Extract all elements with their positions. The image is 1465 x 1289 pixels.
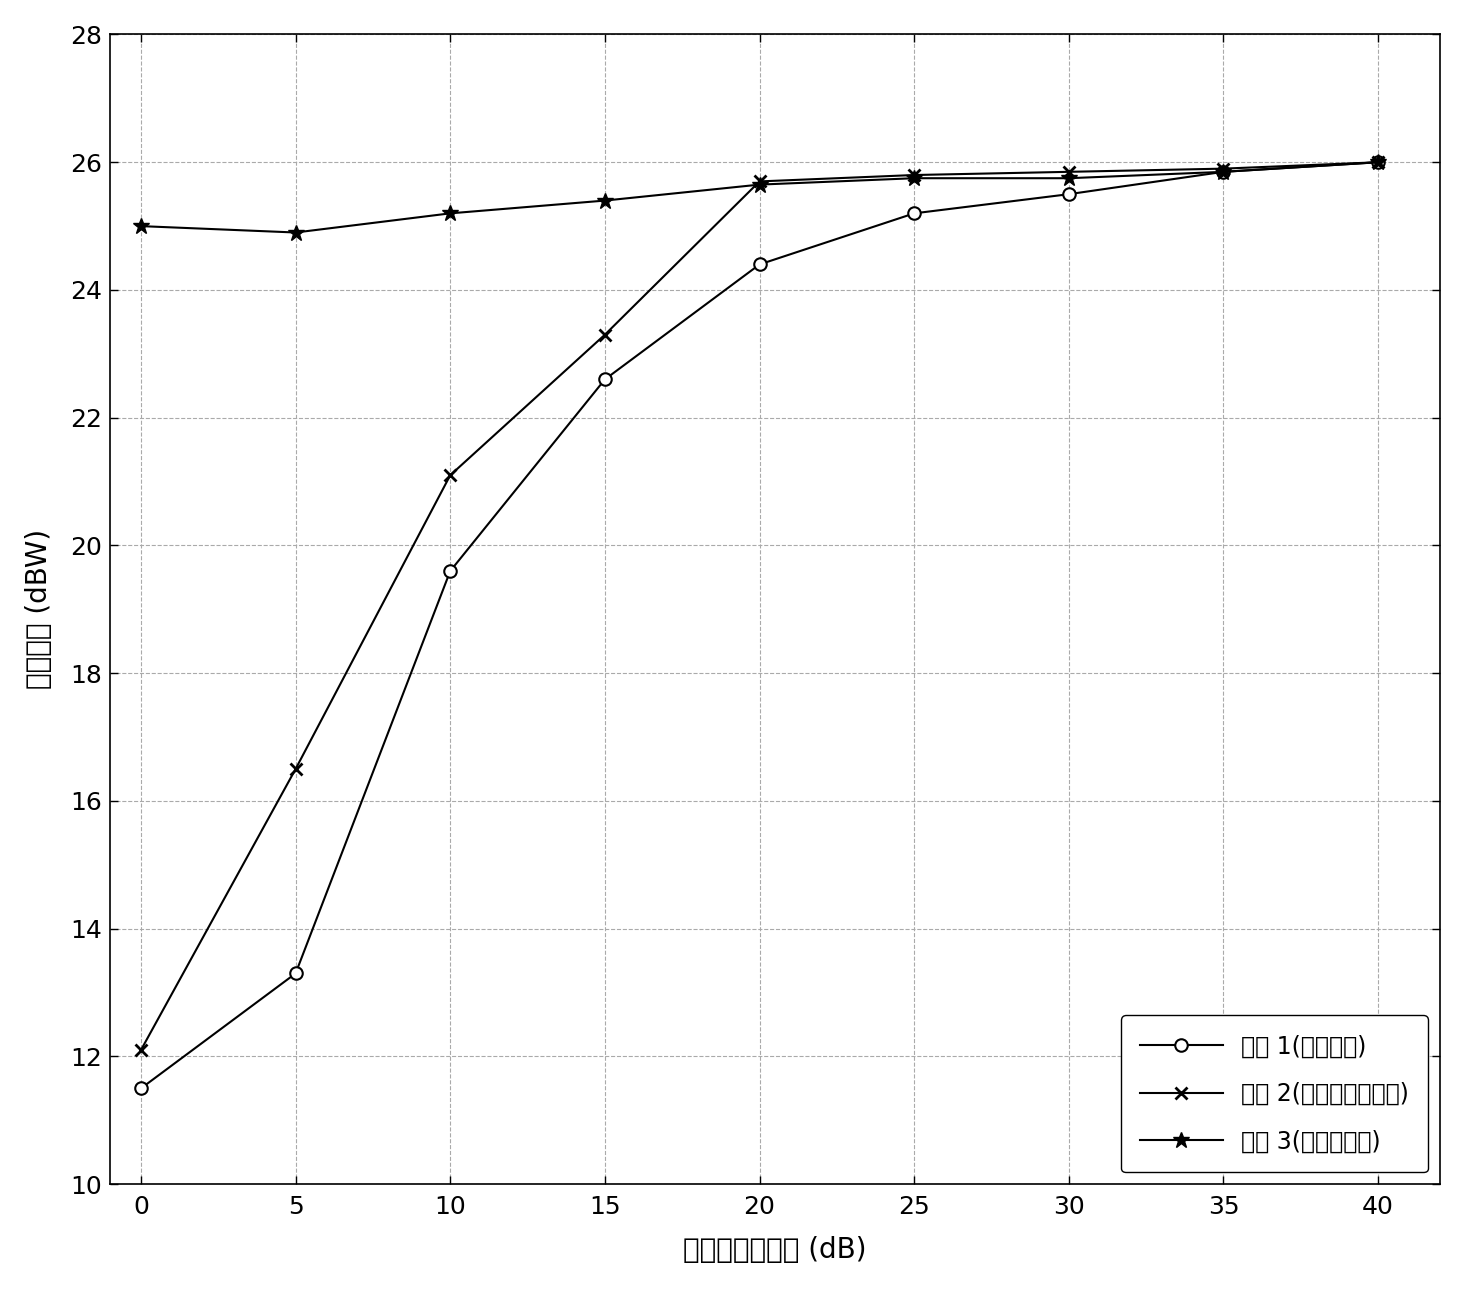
算法 1(最优算法)	[750, 257, 768, 272]
算法 2(迫零预编码算法)	[1061, 164, 1078, 179]
算法 2(迫零预编码算法)	[441, 468, 459, 483]
算法 1(最优算法)	[1061, 187, 1078, 202]
算法 1(最优算法)	[1370, 155, 1387, 170]
Line: 算法 2(迫零预编码算法): 算法 2(迫零预编码算法)	[135, 156, 1384, 1057]
算法 1(最优算法)	[596, 371, 614, 387]
Line: 算法 3(本发明方法): 算法 3(本发明方法)	[133, 153, 1386, 241]
算法 2(迫零预编码算法)	[1370, 155, 1387, 170]
算法 2(迫零预编码算法)	[132, 1043, 149, 1058]
算法 1(最优算法)	[441, 563, 459, 579]
算法 1(最优算法)	[287, 965, 305, 981]
算法 3(本发明方法)	[750, 177, 768, 192]
算法 3(本发明方法)	[905, 170, 923, 186]
算法 3(本发明方法)	[441, 206, 459, 222]
算法 3(本发明方法)	[132, 218, 149, 233]
Legend: 算法 1(最优算法), 算法 2(迫零预编码算法), 算法 3(本发明方法): 算法 1(最优算法), 算法 2(迫零预编码算法), 算法 3(本发明方法)	[1121, 1016, 1428, 1173]
算法 1(最优算法)	[905, 206, 923, 222]
Y-axis label: 传输功率 (dBW): 传输功率 (dBW)	[25, 530, 53, 690]
算法 1(最优算法)	[132, 1080, 149, 1096]
算法 2(迫零预编码算法)	[287, 762, 305, 777]
算法 2(迫零预编码算法)	[750, 174, 768, 189]
算法 1(最优算法)	[1214, 164, 1232, 179]
算法 3(本发明方法)	[1214, 164, 1232, 179]
算法 2(迫零预编码算法)	[596, 327, 614, 343]
算法 2(迫零预编码算法)	[1214, 161, 1232, 177]
算法 2(迫零预编码算法)	[905, 168, 923, 183]
算法 3(本发明方法)	[287, 224, 305, 240]
算法 3(本发明方法)	[1061, 170, 1078, 186]
算法 3(本发明方法)	[596, 193, 614, 209]
X-axis label: 信于噪比目标值 (dB): 信于噪比目标值 (dB)	[683, 1236, 867, 1265]
Line: 算法 1(最优算法): 算法 1(最优算法)	[135, 156, 1384, 1094]
算法 3(本发明方法)	[1370, 155, 1387, 170]
